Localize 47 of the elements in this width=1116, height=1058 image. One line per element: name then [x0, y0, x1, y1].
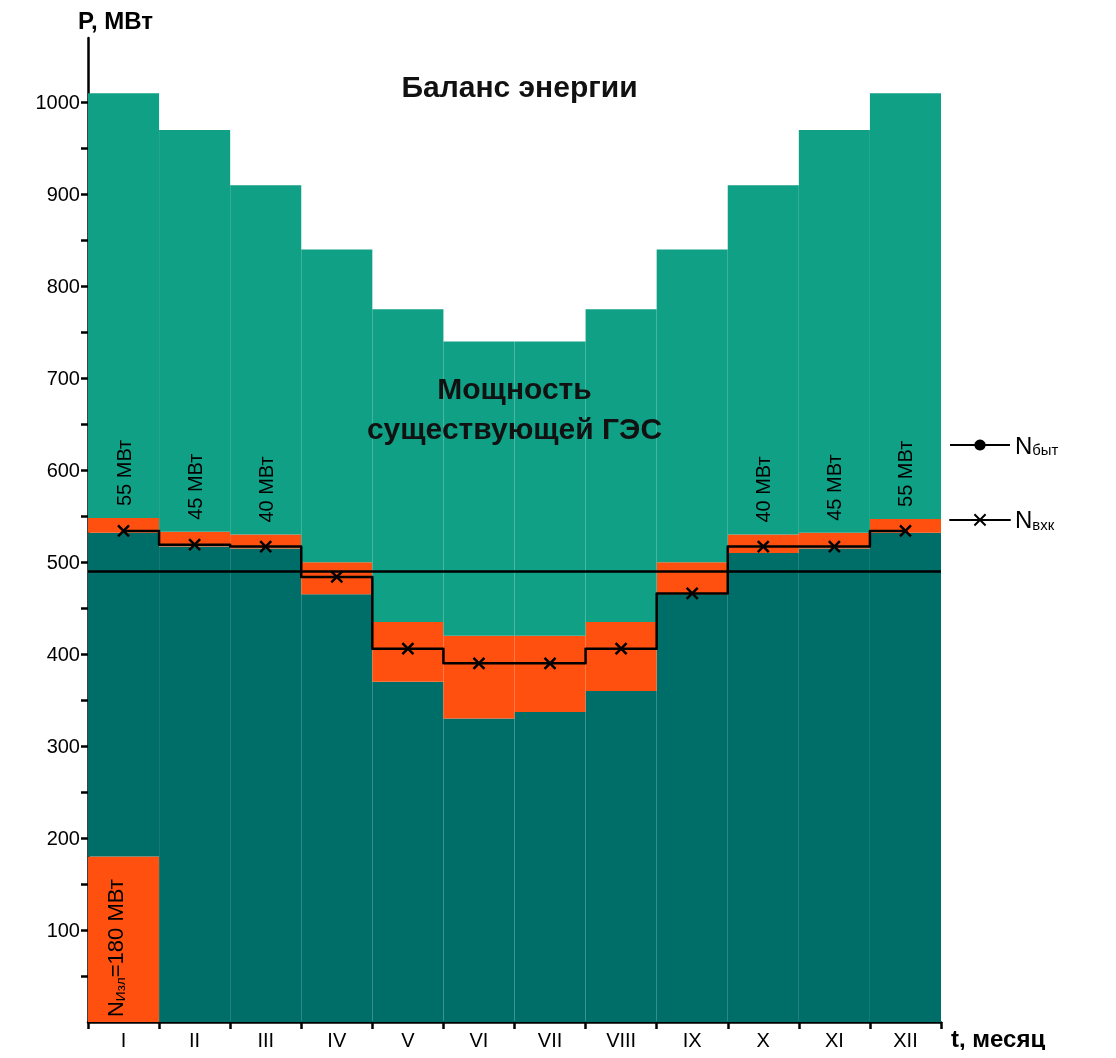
annotation: 45 МВт — [183, 453, 206, 520]
y-tick-label: 900 — [46, 183, 80, 206]
y-tick-label: 600 — [46, 459, 80, 482]
y-tick-label: 100 — [46, 919, 80, 942]
x-tick-label: IX — [682, 1029, 702, 1051]
y-tick-label: 700 — [46, 367, 80, 390]
point — [472, 656, 486, 671]
x-tick-label: VI — [469, 1029, 489, 1051]
annotation: 40 МВт — [752, 456, 775, 523]
legend-label: Nбыт — [1015, 431, 1059, 459]
x-tick-label: II — [189, 1029, 201, 1051]
y-axis-title: P, МВт — [78, 6, 154, 34]
x-tick-label: I — [120, 1029, 127, 1051]
point — [116, 524, 131, 538]
x-tick-label: VIII — [606, 1029, 637, 1051]
text: Баланс энергии — [401, 69, 638, 103]
x-tick-label: X — [756, 1029, 770, 1051]
annotation: 55 МВт — [894, 440, 917, 507]
y-tick-label: 200 — [46, 827, 80, 850]
y-tick-label: 400 — [46, 643, 80, 666]
annotation: 55 МВт — [112, 439, 135, 507]
y-tick-label: 1000 — [35, 91, 80, 114]
y-tick-label: 800 — [46, 275, 80, 298]
annotation: 40 МВт — [254, 456, 277, 523]
y-tick-label: 300 — [46, 735, 80, 758]
data-label: NИзл=180 МВт — [103, 879, 129, 1017]
point — [898, 524, 913, 538]
y-tick-label: 500 — [46, 551, 80, 574]
point — [258, 539, 273, 554]
bar — [88, 856, 160, 1022]
point — [827, 539, 842, 554]
x-tick-label: VII — [537, 1029, 563, 1051]
x-tick-label: III — [257, 1029, 275, 1051]
point — [756, 539, 771, 554]
point — [330, 570, 344, 584]
x-tick-label: XII — [893, 1029, 918, 1051]
x-tick-label: V — [401, 1029, 416, 1051]
point — [685, 586, 699, 601]
x-tick-label: XI — [824, 1029, 844, 1051]
point — [543, 656, 557, 671]
x-tick-label: IV — [327, 1029, 347, 1051]
point — [614, 641, 628, 656]
legend-label: Nвхк — [1015, 506, 1055, 534]
point — [401, 641, 415, 656]
point — [187, 537, 202, 552]
annotation: Мощность существующей ГЭС — [366, 371, 663, 445]
annotation: 45 МВт — [823, 454, 846, 521]
